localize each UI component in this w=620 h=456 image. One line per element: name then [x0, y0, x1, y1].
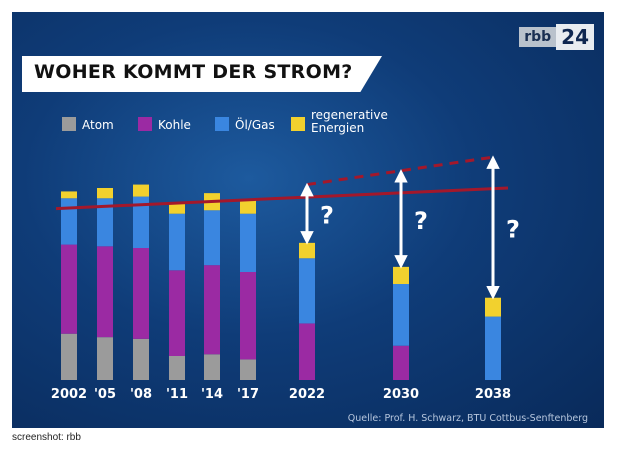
- bar-kohle-2002: [61, 244, 77, 334]
- bar-regenerative-2038: [485, 297, 501, 317]
- bar-ölgas-2038: [485, 316, 501, 380]
- bar-ölgas-08: [133, 196, 149, 248]
- screenshot-caption: screenshot: rbb: [12, 432, 81, 443]
- bar-kohle-11: [169, 270, 185, 356]
- bar-atom-17: [240, 359, 256, 380]
- broadcaster-logo: rbb 24: [519, 24, 594, 50]
- logo-brand: rbb: [519, 27, 557, 47]
- chart-frame: 2002 '05 '08 '11 '14 '17 2022 2030 2038??? Atom Ko…: [12, 12, 604, 428]
- bar-kohle-14: [204, 265, 220, 355]
- bar-regenerative-2030: [393, 266, 409, 284]
- legend-label: Energien: [311, 121, 364, 135]
- bar-ölgas-17: [240, 213, 256, 272]
- x-tick-label: 2002: [51, 387, 87, 402]
- x-tick-label: 2022: [289, 387, 325, 402]
- x-tick-label: 2038: [475, 387, 511, 402]
- bar-regenerative-08: [133, 184, 149, 197]
- bar-kohle-2022: [299, 323, 315, 380]
- title-banner: [22, 56, 382, 92]
- legend-swatch: [291, 117, 305, 131]
- bar-ölgas-2022: [299, 258, 315, 324]
- x-tick-label: '17: [237, 387, 259, 402]
- bar-regenerative-05: [97, 188, 113, 199]
- legend-label: Atom: [82, 118, 114, 132]
- bar-kohle-17: [240, 272, 256, 360]
- bar-regenerative-2022: [299, 242, 315, 259]
- x-tick-label: '08: [130, 387, 152, 402]
- bar-ölgas-2002: [61, 198, 77, 245]
- bar-regenerative-11: [169, 203, 185, 214]
- bar-kohle-2030: [393, 345, 409, 380]
- bar-atom-14: [204, 354, 220, 380]
- bar-ölgas-05: [97, 198, 113, 247]
- bar-atom-08: [133, 338, 149, 380]
- bar-atom-11: [169, 356, 185, 380]
- bar-ölgas-14: [204, 210, 220, 266]
- stacked-bar-chart: 2002 '05 '08 '11 '14 '17 2022 2030 2038?? ? Atom Ko…: [51, 108, 588, 424]
- bar-kohle-05: [97, 246, 113, 338]
- bar-regenerative-2002: [61, 191, 77, 199]
- bar-kohle-08: [133, 248, 149, 339]
- bar-regenerative-17: [240, 200, 256, 214]
- bar-ölgas-11: [169, 213, 185, 271]
- bar-atom-05: [97, 337, 113, 380]
- source-note: Quelle: Prof. H. Schwarz, BTU Cottbus-Se…: [348, 413, 588, 424]
- bar-ölgas-2030: [393, 284, 409, 346]
- legend-swatch: [215, 117, 229, 131]
- logo-number: 24: [556, 24, 594, 50]
- x-tick-label: 2030: [383, 387, 419, 402]
- legend-label: Kohle: [158, 118, 191, 132]
- question-mark-2022: ?: [320, 202, 334, 230]
- legend-swatch: [62, 117, 76, 131]
- question-mark-2030: ?: [414, 207, 428, 235]
- chart-title: WOHER KOMMT DER STROM?: [34, 61, 353, 83]
- x-tick-label: '11: [166, 387, 188, 402]
- bar-atom-2002: [61, 333, 77, 380]
- x-tick-label: '14: [201, 387, 223, 402]
- x-tick-label: '05: [94, 387, 116, 402]
- trend-line: [55, 186, 509, 211]
- legend-label: Öl/Gas: [235, 116, 275, 132]
- legend-label: regenerative: [311, 108, 388, 122]
- legend-swatch: [138, 117, 152, 131]
- question-mark-2038: ?: [506, 215, 520, 243]
